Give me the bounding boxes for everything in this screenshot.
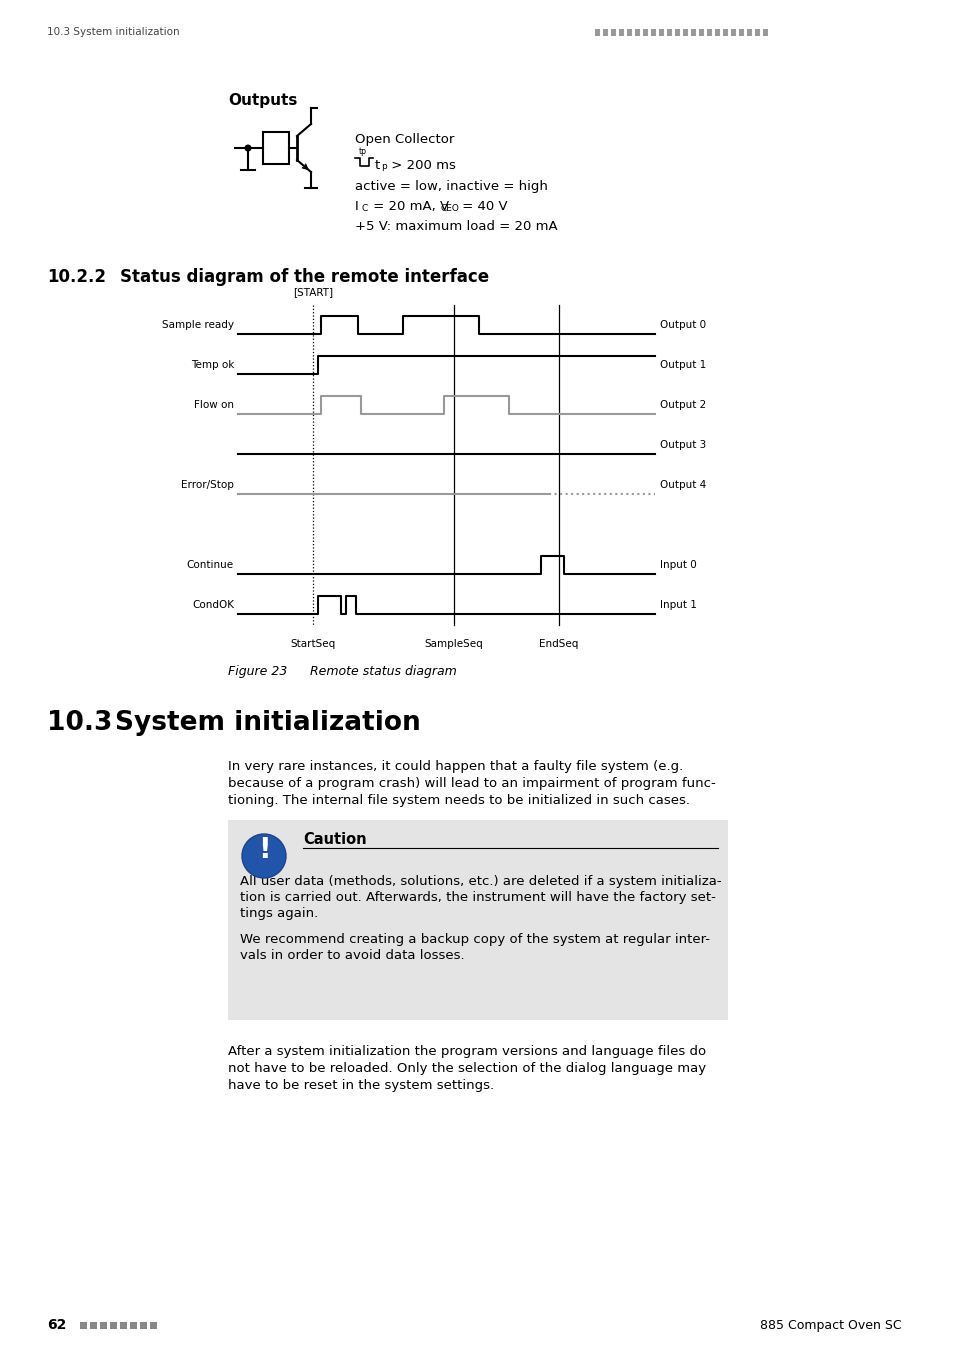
Text: Figure 23: Figure 23 xyxy=(228,666,287,678)
Bar xyxy=(739,28,743,35)
Text: +5 V: maximum load = 20 mA: +5 V: maximum load = 20 mA xyxy=(355,220,558,234)
Text: Output 4: Output 4 xyxy=(659,481,705,490)
Text: CEO: CEO xyxy=(440,204,459,213)
Text: Output 1: Output 1 xyxy=(659,360,705,370)
Text: tp: tp xyxy=(358,147,367,157)
Text: Remote status diagram: Remote status diagram xyxy=(310,666,456,678)
Text: not have to be reloaded. Only the selection of the dialog language may: not have to be reloaded. Only the select… xyxy=(228,1062,705,1075)
Text: Caution: Caution xyxy=(303,832,366,846)
Bar xyxy=(263,132,289,163)
Text: = 20 mA, V: = 20 mA, V xyxy=(369,200,449,213)
Text: EndSeq: EndSeq xyxy=(538,639,578,649)
Text: 10.3 System initialization: 10.3 System initialization xyxy=(47,27,179,36)
Bar xyxy=(80,1322,87,1328)
Bar xyxy=(754,28,760,35)
Text: C: C xyxy=(361,204,368,213)
Text: active = low, inactive = high: active = low, inactive = high xyxy=(355,180,547,193)
Bar xyxy=(618,28,623,35)
Bar xyxy=(666,28,671,35)
Text: 10.3: 10.3 xyxy=(47,710,112,736)
Bar xyxy=(610,28,616,35)
Text: Output 0: Output 0 xyxy=(659,320,705,329)
Text: p: p xyxy=(380,162,386,171)
Text: We recommend creating a backup copy of the system at regular inter-: We recommend creating a backup copy of t… xyxy=(240,933,709,946)
Text: !: ! xyxy=(257,836,270,864)
Text: Temp ok: Temp ok xyxy=(191,360,233,370)
Text: 62: 62 xyxy=(47,1318,67,1332)
Text: System initialization: System initialization xyxy=(115,710,420,736)
Text: SampleSeq: SampleSeq xyxy=(424,639,483,649)
Bar xyxy=(120,1322,127,1328)
Text: Input 0: Input 0 xyxy=(659,560,696,570)
Text: Flow on: Flow on xyxy=(193,400,233,410)
Text: tings again.: tings again. xyxy=(240,907,318,919)
Bar xyxy=(730,28,735,35)
Bar xyxy=(714,28,720,35)
Text: Output 3: Output 3 xyxy=(659,440,705,450)
Text: t: t xyxy=(375,159,380,171)
Text: 10.2.2: 10.2.2 xyxy=(47,269,106,286)
Text: > 200 ms: > 200 ms xyxy=(387,159,456,171)
Bar xyxy=(642,28,647,35)
Text: Outputs: Outputs xyxy=(228,93,297,108)
Text: vals in order to avoid data losses.: vals in order to avoid data losses. xyxy=(240,949,464,963)
Text: Input 1: Input 1 xyxy=(659,599,696,610)
Text: Continue: Continue xyxy=(187,560,233,570)
Text: tioning. The internal file system needs to be initialized in such cases.: tioning. The internal file system needs … xyxy=(228,794,689,807)
Bar xyxy=(100,1322,107,1328)
Bar xyxy=(659,28,663,35)
Bar xyxy=(746,28,751,35)
Bar xyxy=(682,28,687,35)
Bar xyxy=(150,1322,157,1328)
Bar xyxy=(595,28,599,35)
Text: 885 Compact Oven SC: 885 Compact Oven SC xyxy=(760,1319,901,1331)
Text: because of a program crash) will lead to an impairment of program func-: because of a program crash) will lead to… xyxy=(228,778,715,790)
Circle shape xyxy=(242,834,286,878)
Text: Output 2: Output 2 xyxy=(659,400,705,410)
Text: Open Collector: Open Collector xyxy=(355,134,454,146)
Bar xyxy=(626,28,631,35)
Bar xyxy=(635,28,639,35)
Text: Status diagram of the remote interface: Status diagram of the remote interface xyxy=(120,269,489,286)
Circle shape xyxy=(244,144,252,151)
Text: tion is carried out. Afterwards, the instrument will have the factory set-: tion is carried out. Afterwards, the ins… xyxy=(240,891,715,904)
Bar xyxy=(90,1322,97,1328)
Bar xyxy=(130,1322,137,1328)
Bar xyxy=(602,28,607,35)
Bar xyxy=(699,28,703,35)
Bar xyxy=(762,28,767,35)
Bar xyxy=(140,1322,147,1328)
Text: After a system initialization the program versions and language files do: After a system initialization the progra… xyxy=(228,1045,705,1058)
Bar xyxy=(228,819,727,1021)
Text: have to be reset in the system settings.: have to be reset in the system settings. xyxy=(228,1079,494,1092)
Bar xyxy=(690,28,696,35)
Text: I: I xyxy=(355,200,358,213)
Bar xyxy=(706,28,711,35)
Text: [START]: [START] xyxy=(293,288,333,297)
Text: Sample ready: Sample ready xyxy=(162,320,233,329)
Text: Error/Stop: Error/Stop xyxy=(181,481,233,490)
Text: CondOK: CondOK xyxy=(192,599,233,610)
Bar xyxy=(675,28,679,35)
Text: All user data (methods, solutions, etc.) are deleted if a system initializa-: All user data (methods, solutions, etc.)… xyxy=(240,875,720,888)
Text: = 40 V: = 40 V xyxy=(457,200,507,213)
Bar xyxy=(650,28,656,35)
Text: StartSeq: StartSeq xyxy=(290,639,335,649)
Bar xyxy=(110,1322,117,1328)
Bar xyxy=(722,28,727,35)
Text: In very rare instances, it could happen that a faulty file system (e.g.: In very rare instances, it could happen … xyxy=(228,760,682,774)
